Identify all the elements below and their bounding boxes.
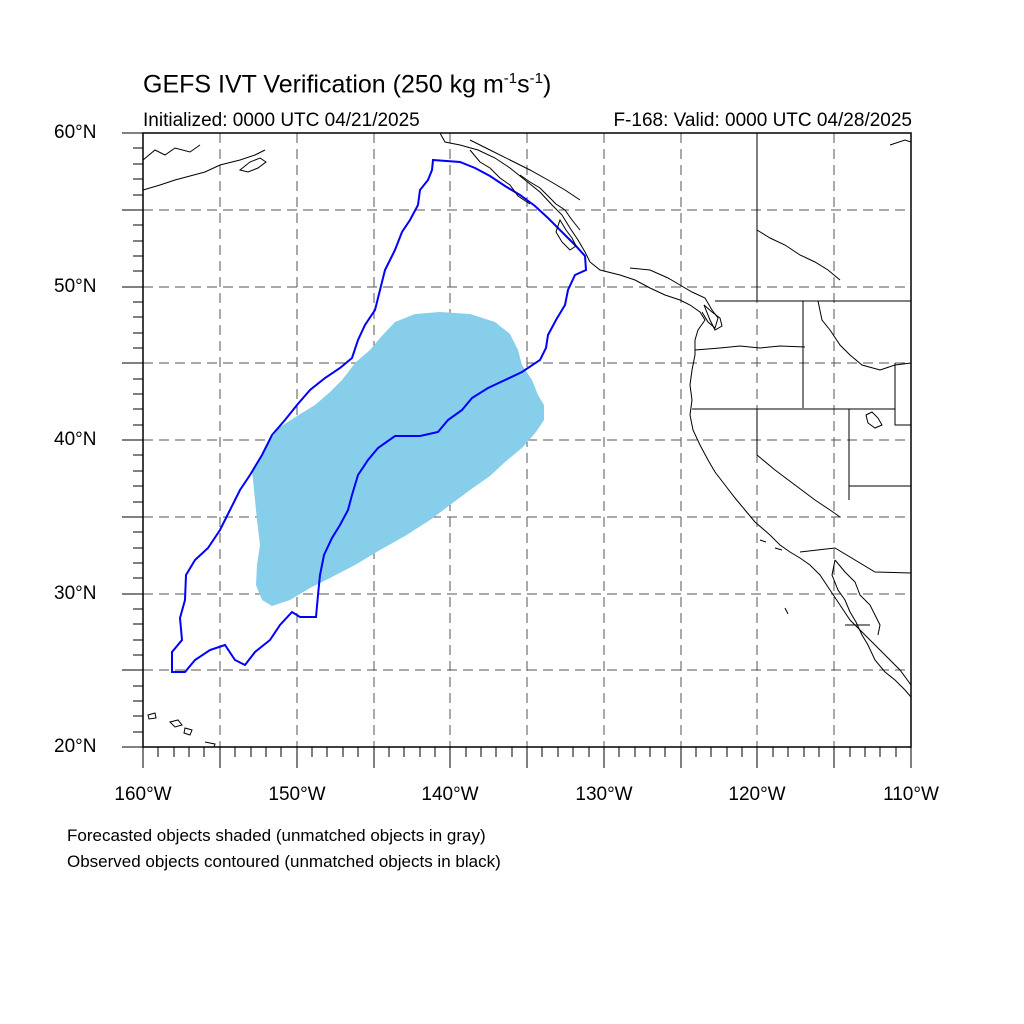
lon-label-150w: 150°W — [268, 784, 326, 805]
lat-label-30: 30°N — [54, 583, 97, 604]
lat-label-20: 20°N — [54, 736, 97, 757]
lon-label-110w: 110°W — [883, 784, 939, 805]
observed-ivt-contour — [171, 158, 588, 673]
political-boundaries — [469, 133, 911, 626]
axis-ticks — [122, 132, 912, 768]
lon-label-160w: 160°W — [114, 784, 172, 805]
chart-title: GEFS IVT Verification (250 kg m-1s-1) — [143, 70, 552, 99]
forecast-ivt-object — [252, 312, 544, 606]
lon-label-130w: 130°W — [575, 784, 633, 805]
valid-time: F-168: Valid: 0000 UTC 04/28/2025 — [613, 110, 912, 131]
coastlines — [143, 133, 911, 747]
lat-label-40: 40°N — [54, 429, 97, 450]
lat-label-50: 50°N — [54, 276, 97, 297]
lat-label-60: 60°N — [54, 122, 97, 143]
initialized-time: Initialized: 0000 UTC 04/21/2025 — [143, 110, 420, 131]
lon-label-120w: 120°W — [728, 784, 786, 805]
observed-legend-note: Observed objects contoured (unmatched ob… — [67, 852, 501, 871]
forecast-legend-note: Forecasted objects shaded (unmatched obj… — [67, 826, 486, 845]
lon-label-140w: 140°W — [421, 784, 479, 805]
